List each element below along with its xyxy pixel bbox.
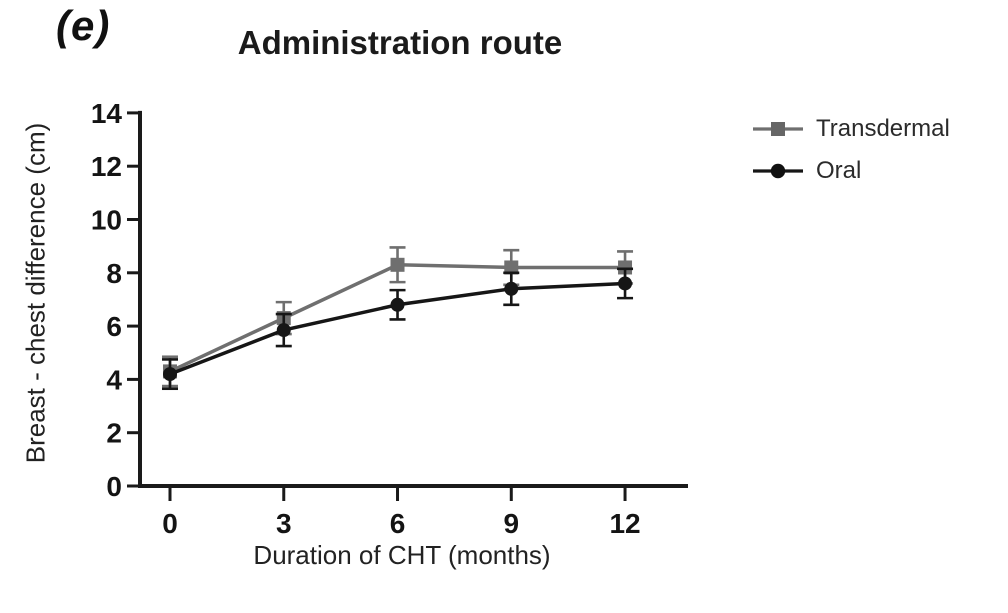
x-axis-label: Duration of CHT (months) — [253, 540, 551, 570]
x-tick-label: 0 — [162, 508, 178, 539]
x-tick-label: 3 — [276, 508, 292, 539]
circle-marker — [163, 367, 177, 382]
chart-title: Administration route — [237, 24, 563, 61]
x-tick-label: 6 — [390, 508, 406, 539]
axes — [138, 110, 688, 488]
legend-item-transdermal: Transdermal — [752, 116, 950, 142]
x-tick-label: 12 — [609, 508, 640, 539]
legend: Transdermal Oral — [752, 116, 950, 184]
y-tick-label: 4 — [106, 364, 122, 395]
x-axis-ticks: 0 3 6 9 12 — [162, 488, 641, 539]
circle-marker — [618, 276, 633, 291]
oral-circle-marker-icon — [753, 163, 803, 179]
y-axis-label: Breast - chest difference (cm) — [20, 122, 51, 464]
y-tick-label: 12 — [91, 151, 122, 182]
y-tick-label: 2 — [106, 418, 122, 449]
y-tick-label: 6 — [106, 311, 122, 342]
square-marker — [504, 260, 519, 275]
circle-marker — [390, 297, 405, 312]
panel-letter: (e) — [56, 2, 111, 49]
x-tick-label: 9 — [503, 508, 519, 539]
legend-item-oral: Oral — [752, 158, 950, 184]
legend-label: Transdermal — [816, 115, 950, 142]
legend-label: Oral — [816, 157, 862, 184]
circle-marker — [276, 323, 291, 338]
circle-marker — [504, 281, 519, 296]
square-marker — [390, 257, 405, 272]
y-tick-label: 0 — [106, 471, 122, 502]
square-marker — [618, 260, 633, 275]
y-tick-label: 8 — [106, 258, 122, 289]
y-axis-ticks: 0 2 4 6 8 10 12 14 — [91, 98, 138, 502]
y-tick-label: 10 — [91, 205, 122, 236]
y-tick-label: 14 — [91, 98, 123, 129]
series-oral — [162, 267, 634, 391]
transdermal-square-marker-icon — [753, 122, 803, 136]
